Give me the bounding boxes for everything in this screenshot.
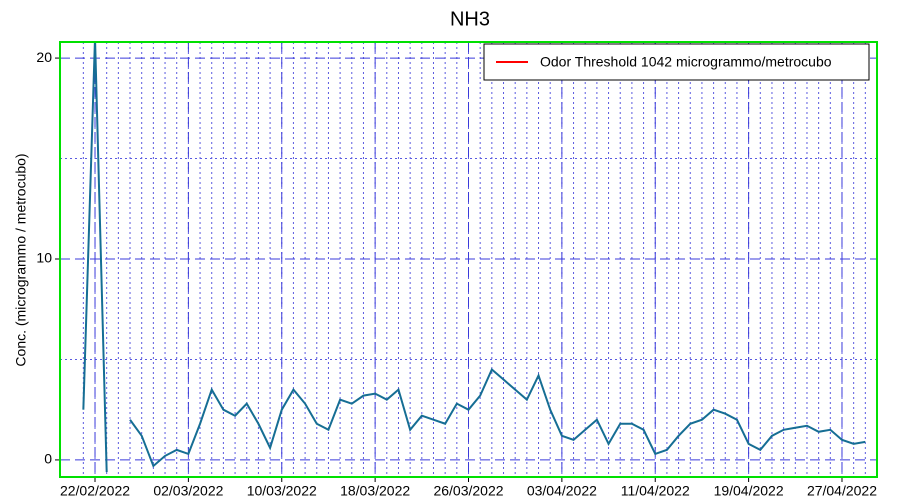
- x-tick-label: 19/04/2022: [714, 483, 784, 499]
- y-tick-label: 0: [44, 451, 52, 467]
- x-tick-label: 10/03/2022: [247, 483, 317, 499]
- x-tick-label: 03/04/2022: [527, 483, 597, 499]
- x-tick-label: 11/04/2022: [621, 483, 690, 499]
- plot-area: [60, 42, 877, 477]
- x-tick-label: 18/03/2022: [340, 483, 410, 499]
- y-axis-label: Conc. (microgrammo / metrocubo): [13, 153, 29, 366]
- x-tick-label: 27/04/2022: [807, 483, 877, 499]
- y-tick-label: 20: [36, 49, 52, 65]
- plot-frame: [59, 41, 878, 478]
- data-line: [82, 42, 108, 473]
- legend-label: Odor Threshold 1042 microgrammo/metrocub…: [540, 54, 832, 70]
- x-tick-label: 22/02/2022: [60, 483, 130, 499]
- y-tick-label: 10: [36, 250, 52, 266]
- x-tick-label: 02/03/2022: [153, 483, 223, 499]
- legend-box: [483, 43, 870, 81]
- data-line: [129, 367, 866, 468]
- chart-title: NH3: [450, 8, 490, 30]
- x-tick-label: 26/03/2022: [433, 483, 503, 499]
